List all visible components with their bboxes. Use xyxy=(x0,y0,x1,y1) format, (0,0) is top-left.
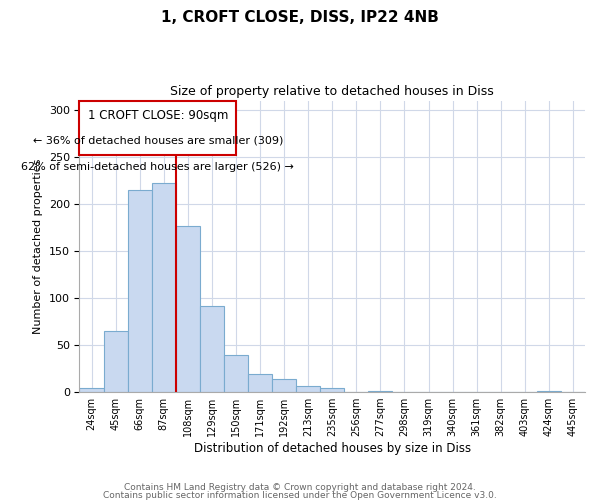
Bar xyxy=(248,374,272,392)
Bar xyxy=(272,379,296,392)
Text: Contains HM Land Registry data © Crown copyright and database right 2024.: Contains HM Land Registry data © Crown c… xyxy=(124,484,476,492)
Title: Size of property relative to detached houses in Diss: Size of property relative to detached ho… xyxy=(170,85,494,98)
Bar xyxy=(104,331,128,392)
Text: Contains public sector information licensed under the Open Government Licence v3: Contains public sector information licen… xyxy=(103,490,497,500)
Text: ← 36% of detached houses are smaller (309): ← 36% of detached houses are smaller (30… xyxy=(32,136,283,145)
Bar xyxy=(296,386,320,392)
Bar xyxy=(176,226,200,392)
Text: 1, CROFT CLOSE, DISS, IP22 4NB: 1, CROFT CLOSE, DISS, IP22 4NB xyxy=(161,10,439,25)
Bar xyxy=(128,190,152,392)
Bar xyxy=(152,184,176,392)
Text: 62% of semi-detached houses are larger (526) →: 62% of semi-detached houses are larger (… xyxy=(21,162,294,172)
FancyBboxPatch shape xyxy=(79,100,236,155)
Bar xyxy=(320,388,344,392)
Y-axis label: Number of detached properties: Number of detached properties xyxy=(33,158,43,334)
Bar xyxy=(79,388,104,392)
Text: 1 CROFT CLOSE: 90sqm: 1 CROFT CLOSE: 90sqm xyxy=(88,110,228,122)
Bar xyxy=(224,356,248,392)
Bar xyxy=(368,391,392,392)
Bar xyxy=(537,391,561,392)
Bar xyxy=(200,306,224,392)
X-axis label: Distribution of detached houses by size in Diss: Distribution of detached houses by size … xyxy=(194,442,471,455)
